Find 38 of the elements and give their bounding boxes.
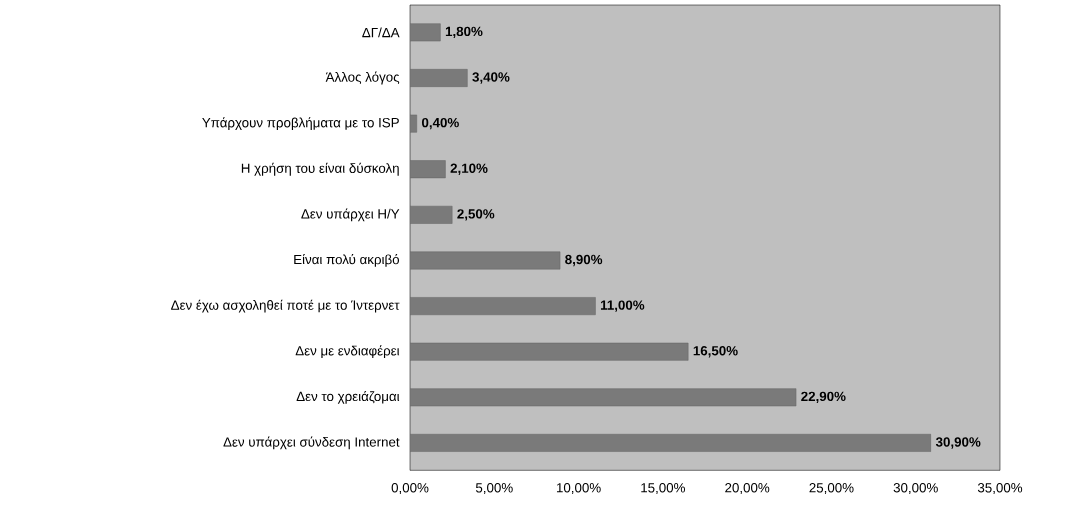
- bar: [410, 114, 418, 133]
- y-tick-label: Δεν υπάρχει Η/Υ: [301, 208, 400, 222]
- x-tick-label: 30,00%: [893, 483, 938, 495]
- y-tick-label: ΔΓ/ΔΑ: [362, 27, 400, 38]
- data-label: 30,90%: [935, 437, 981, 449]
- data-label: 3,40%: [472, 72, 510, 84]
- y-tick-label: Είναι πολύ ακριβό: [294, 254, 400, 267]
- y-tick-label: Η χρήση του είναι δύσκολη: [241, 162, 399, 176]
- y-tick-label: Δεν με ενδιαφέρει: [295, 345, 400, 359]
- bar: [410, 297, 596, 316]
- bar: [410, 205, 453, 224]
- x-tick-label: 25,00%: [809, 483, 854, 495]
- bar: [410, 251, 561, 270]
- bar: [410, 342, 689, 361]
- x-tick-label: 10,00%: [556, 483, 601, 495]
- bar: [410, 23, 441, 42]
- bar: [410, 160, 446, 179]
- x-tick-label: 20,00%: [725, 483, 770, 495]
- bar: [410, 69, 468, 87]
- data-label: 2,10%: [450, 163, 488, 175]
- x-tick-label: 15,00%: [641, 483, 685, 495]
- y-tick-label: Δεν το χρειάζομαι: [296, 390, 400, 404]
- y-tick-label: Δεν έχω ασχοληθεί ποτέ με το Ίντερνετ: [171, 299, 400, 313]
- data-label: 1,80%: [445, 26, 483, 39]
- data-label: 11,00%: [600, 300, 645, 312]
- x-tick-label: 0,00%: [391, 483, 429, 495]
- data-label: 16,50%: [693, 346, 738, 358]
- data-label: 2,50%: [457, 209, 495, 221]
- y-tick-label: Υπάρχουν προβλήματα με το ISP: [202, 117, 399, 131]
- y-tick-label: Δεν υπάρχει σύνδεση Internet: [223, 436, 400, 450]
- bar: [410, 434, 932, 452]
- x-tick-label: 5,00%: [475, 483, 513, 495]
- data-label: 22,90%: [801, 391, 846, 404]
- bar: [410, 388, 797, 407]
- data-label: 0,40%: [421, 117, 459, 130]
- data-label: 8,90%: [565, 254, 603, 267]
- y-tick-label: Άλλος λόγος: [325, 71, 400, 85]
- x-tick-label: 35,00%: [977, 483, 1023, 495]
